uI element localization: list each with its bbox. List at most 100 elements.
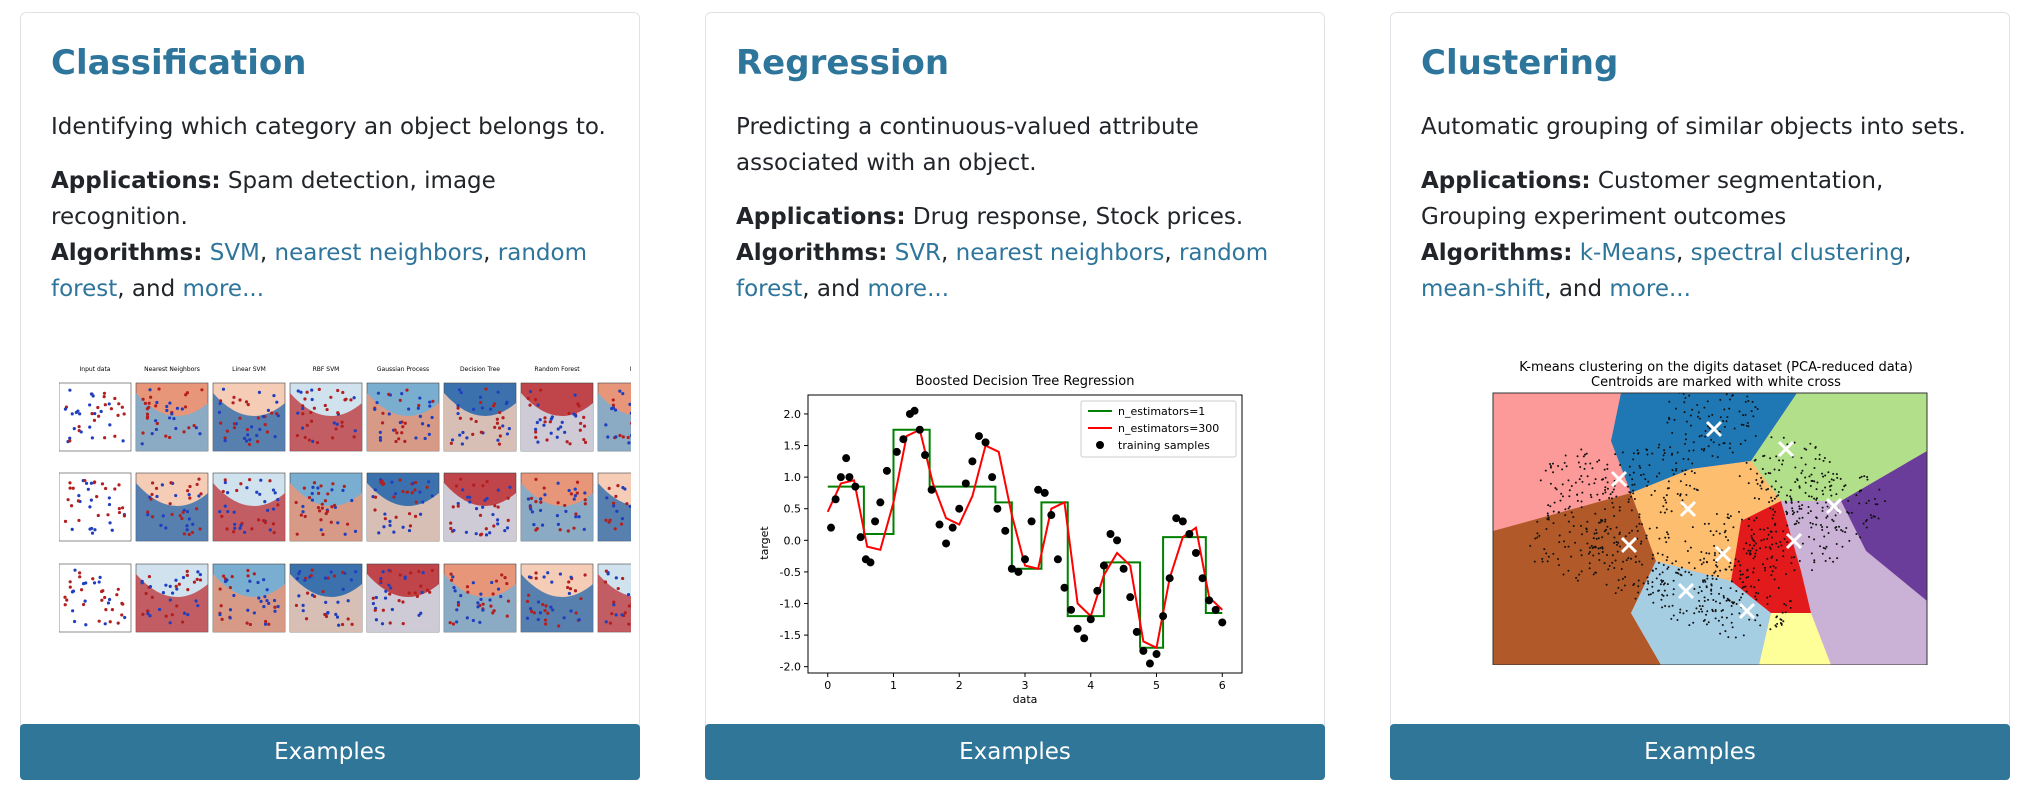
card-title[interactable]: Clustering <box>1421 41 1991 85</box>
sample-dot <box>496 505 500 509</box>
sample-dot <box>1762 528 1765 531</box>
algorithm-link-k-means[interactable]: k-Means <box>1579 240 1676 266</box>
sample-dot <box>1671 431 1674 434</box>
algorithm-link-nearest-neighbors[interactable]: nearest neighbors <box>955 240 1165 266</box>
algorithm-link-random-forest[interactable]: random forest <box>736 240 1269 302</box>
sample-dot <box>70 527 74 531</box>
sample-dot <box>1580 570 1583 573</box>
kmeans-digits-image[interactable]: K-means clustering on the digits dataset… <box>1481 351 1951 665</box>
sample-dot <box>1784 611 1787 614</box>
algorithm-link-nearest-neighbors[interactable]: nearest neighbors <box>274 240 484 266</box>
algorithm-link-svm[interactable]: SVM <box>209 240 260 266</box>
sample-dot <box>1755 549 1758 552</box>
sample-dot <box>1742 424 1745 427</box>
sample-dot <box>1770 436 1773 439</box>
sample-dot <box>1681 469 1684 472</box>
sample-dot <box>257 596 261 600</box>
sample-dot <box>68 481 72 485</box>
card-title[interactable]: Classification <box>51 41 621 85</box>
sample-dot <box>1580 506 1583 509</box>
sample-dot <box>1832 520 1835 523</box>
regression-title-link[interactable]: Regression <box>736 43 950 83</box>
examples-button[interactable]: Examples <box>1390 724 2010 780</box>
sample-dot <box>92 581 97 585</box>
training-sample-point <box>842 454 851 463</box>
sample-dot <box>263 520 267 525</box>
sample-dot <box>255 490 259 494</box>
sample-dot <box>489 604 493 608</box>
sample-dot <box>497 426 502 430</box>
sample-dot <box>1697 591 1700 594</box>
sample-dot <box>1755 516 1758 519</box>
sample-dot <box>1618 533 1621 536</box>
sample-dot <box>1749 549 1752 552</box>
sample-dot <box>252 572 256 576</box>
sample-dot <box>267 601 271 605</box>
sample-dot <box>248 622 252 627</box>
sample-dot <box>419 584 423 588</box>
sample-dot <box>1828 460 1831 463</box>
sample-dot <box>88 403 92 407</box>
algorithm-link-mean-shift[interactable]: mean-shift <box>1421 276 1545 302</box>
examples-button[interactable]: Examples <box>20 724 640 780</box>
sample-dot <box>616 484 620 488</box>
sample-dot <box>1670 617 1673 620</box>
sample-dot <box>1827 532 1830 535</box>
training-sample-point <box>1001 526 1010 535</box>
sample-dot <box>231 401 235 405</box>
more-link[interactable]: more... <box>1609 276 1691 302</box>
sample-dot <box>1753 586 1756 589</box>
sample-dot <box>172 416 176 421</box>
sample-dot <box>1608 496 1611 499</box>
sample-dot <box>1618 506 1621 509</box>
sample-dot <box>1777 586 1780 589</box>
sample-dot <box>1667 480 1670 483</box>
sample-dot <box>528 403 532 407</box>
sample-dot <box>265 598 269 603</box>
algorithm-link-random-forest[interactable]: random forest <box>51 240 588 302</box>
sample-dot <box>413 488 417 492</box>
algorithm-link-spectral-clustering[interactable]: spectral clustering <box>1690 240 1905 266</box>
sample-dot <box>1813 561 1816 564</box>
regression-chart[interactable]: Boosted Decision Tree Regression data ta… <box>746 361 1256 711</box>
more-link[interactable]: more... <box>182 276 265 302</box>
sample-dot <box>219 421 223 425</box>
y-tick-label: 1.5 <box>784 440 802 453</box>
sample-dot <box>352 396 356 400</box>
sample-dot <box>1760 539 1763 542</box>
training-sample-point <box>1067 605 1076 614</box>
sample-dot <box>340 420 344 424</box>
sample-dot <box>1558 541 1561 544</box>
training-sample-point <box>968 457 977 466</box>
training-sample-point <box>1047 511 1056 520</box>
examples-button[interactable]: Examples <box>705 724 1325 780</box>
sample-dot <box>1671 604 1674 607</box>
sample-dot <box>84 481 89 485</box>
sample-dot <box>103 595 107 600</box>
sample-dot <box>536 440 540 444</box>
sample-dot <box>1613 567 1616 570</box>
sample-dot <box>500 573 504 577</box>
sample-dot <box>1772 514 1775 517</box>
sample-dot <box>178 514 182 518</box>
card-title[interactable]: Regression <box>736 41 1306 85</box>
sample-dot <box>398 420 402 425</box>
sample-dot <box>1866 475 1869 478</box>
sample-dot <box>1847 512 1850 515</box>
sample-dot <box>1775 495 1778 498</box>
sample-dot <box>387 583 391 587</box>
sample-dot <box>1803 447 1806 450</box>
sample-dot <box>1753 555 1756 558</box>
more-link[interactable]: more... <box>867 276 950 302</box>
sample-dot <box>550 580 554 584</box>
sample-dot <box>199 492 203 496</box>
sample-dot <box>1739 577 1742 580</box>
sample-dot <box>1754 595 1757 598</box>
sample-dot <box>1668 418 1671 421</box>
sample-dot <box>1679 493 1682 496</box>
algorithm-link-svr[interactable]: SVR <box>894 240 942 266</box>
clustering-title-link[interactable]: Clustering <box>1421 43 1619 83</box>
classification-title-link[interactable]: Classification <box>51 43 307 83</box>
sample-dot <box>325 407 329 412</box>
classifier-comparison-image[interactable]: Input data Nearest Neighbors Linear SVM RBF… <box>59 361 631 653</box>
